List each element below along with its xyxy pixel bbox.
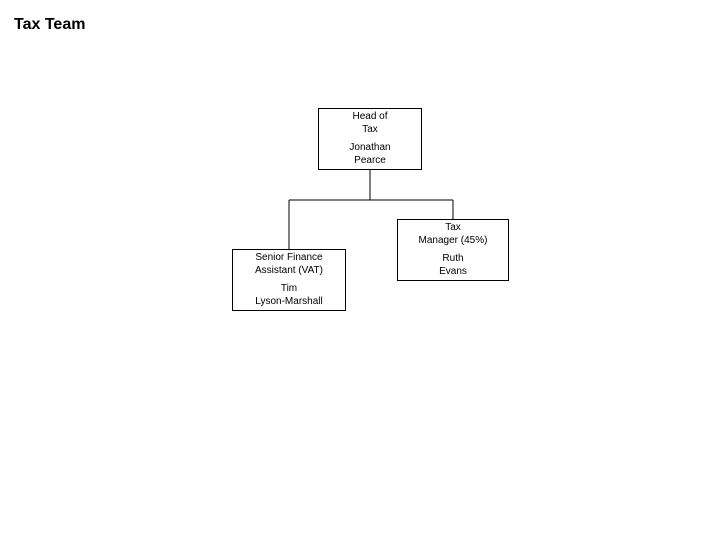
role-line: Head of [352,111,387,122]
person-line: Evans [439,266,467,277]
role-line: Tax [445,222,461,233]
person-line: Pearce [354,155,386,166]
page-title: Tax Team [14,16,85,34]
person-line: Jonathan [349,142,390,153]
org-node-role: Head of Tax [352,111,387,136]
role-line: Manager (45%) [419,235,488,246]
org-node-role: Senior Finance Assistant (VAT) [255,252,323,277]
person-line: Ruth [442,253,463,264]
org-node-person: Ruth Evans [439,253,467,278]
role-line: Assistant (VAT) [255,265,323,276]
org-node-senior-finance-assistant: Senior Finance Assistant (VAT) Tim Lyson… [232,249,346,311]
role-line: Tax [362,124,378,135]
person-line: Lyson-Marshall [255,296,322,307]
org-node-head-of-tax: Head of Tax Jonathan Pearce [318,108,422,170]
org-node-person: Jonathan Pearce [349,142,390,167]
org-node-person: Tim Lyson-Marshall [255,283,322,308]
org-node-role: Tax Manager (45%) [419,222,488,247]
role-line: Senior Finance [255,252,322,263]
person-line: Tim [281,283,297,294]
org-chart-connectors [0,0,720,540]
org-node-tax-manager: Tax Manager (45%) Ruth Evans [397,219,509,281]
